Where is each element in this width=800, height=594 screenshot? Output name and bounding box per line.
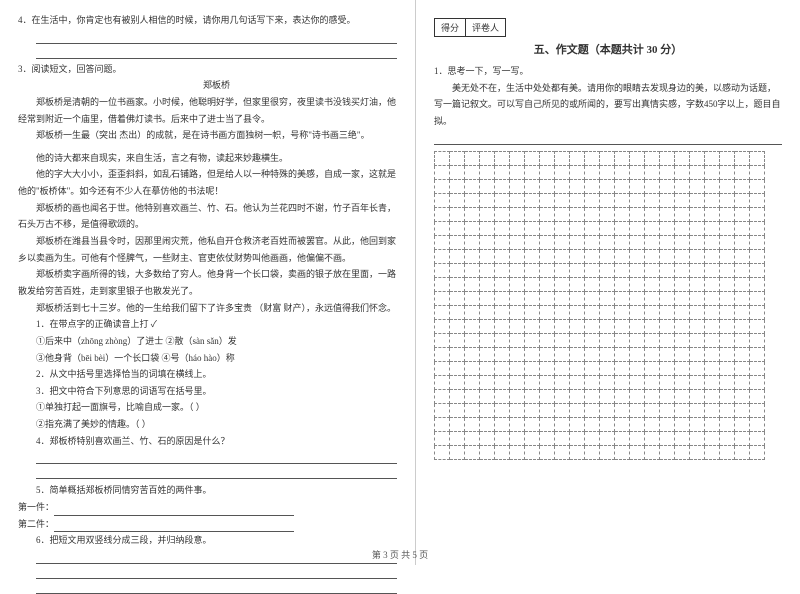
passage-title: 郑板桥 [18, 77, 397, 94]
blank [54, 523, 294, 532]
blank-line [36, 467, 397, 479]
blank [54, 507, 294, 516]
sub-q3a: ①单独打起一面旗号，比喻自成一家。（ ） [18, 399, 397, 416]
blank-line [36, 582, 397, 594]
grid-table [434, 151, 765, 460]
sub-q5a: 第一件： [18, 499, 397, 516]
question-3-head: 3．阅读短文，回答问题。 [18, 61, 397, 78]
passage-p5: 郑板桥的画也闻名于世。他特别喜欢画兰、竹、石。他认为兰花四时不谢，竹子百年长青，… [18, 200, 397, 233]
right-column: 得分 评卷人 五、作文题（本题共计 30 分） 1．思考一下，写一写。 美无处不… [416, 0, 800, 565]
question-4: 4．在生活中，你肯定也有被别人相信的时候，请你用几句话写下来，表达你的感受。 [18, 12, 397, 29]
score-cell-score: 得分 [434, 18, 466, 37]
page-footer: 第 3 页 共 5 页 [0, 548, 800, 561]
sub-q5: 5．简单概括郑板桥同情穷苦百姓的两件事。 [18, 482, 397, 499]
sub-q3b: ②指充满了美妙的情趣。（ ） [18, 416, 397, 433]
sub-q2: 2．从文中括号里选择恰当的词填在横线上。 [18, 366, 397, 383]
essay-q1: 1．思考一下，写一写。 [434, 63, 782, 80]
passage-p8: 郑板桥活到七十三岁。他的一生给我们留下了许多宝贵 （财富 财产），永远值得我们怀… [18, 300, 397, 317]
blank-line [36, 567, 397, 579]
sub-q5b: 第二件： [18, 516, 397, 533]
blank-line [434, 133, 782, 145]
essay-q1-body: 美无处不在，生活中处处都有美。请用你的眼睛去发现身边的美，以感动为话题，写一篇记… [434, 80, 782, 130]
label-first: 第一件： [18, 502, 54, 512]
section-5-title: 五、作文题（本题共计 30 分） [434, 41, 782, 57]
sub-q1a: ①后来中（zhōng zhòng）了进士 ②散（sàn sǎn）发 [18, 333, 397, 350]
passage-p3: 他的诗大都来自现实，来自生活，言之有物，读起来妙趣横生。 [18, 150, 397, 167]
left-column: 4．在生活中，你肯定也有被别人相信的时候，请你用几句话写下来，表达你的感受。 3… [0, 0, 416, 565]
passage-p2: 郑板桥一生最（突出 杰出）的成就，是在诗书画方面独树一帜，号称"诗书画三绝"。 [18, 127, 397, 144]
blank-line [36, 47, 397, 59]
sub-q4: 4．郑板桥特别喜欢画兰、竹、石的原因是什么？ [18, 433, 397, 450]
passage-p1: 郑板桥是清朝的一位书画家。小时候，他聪明好学，但家里很穷，夜里读书没钱买灯油，他… [18, 94, 397, 127]
sub-q3: 3．把文中符合下列意思的词语写在括号里。 [18, 383, 397, 400]
passage-p4: 他的字大大小小，歪歪斜斜，如乱石铺路，但是给人以一种特殊的美感，自成一家，这就是… [18, 166, 397, 199]
blank-line [36, 32, 397, 44]
score-cell-grader: 评卷人 [465, 18, 506, 37]
passage-p6: 郑板桥在潍县当县令时，因那里闹灾荒，他私自开仓救济老百姓而被罢官。从此，他回到家… [18, 233, 397, 266]
sub-q6: 6．把短文用双竖线分成三段，并归纳段意。 [18, 532, 397, 549]
label-second: 第二件： [18, 519, 54, 529]
writing-grid [434, 151, 782, 460]
sub-q1b: ③他身背（bēi bèi）一个长口袋 ④号（háo hào）称 [18, 350, 397, 367]
sub-q1: 1．在带点字的正确读音上打 ✓ [18, 316, 397, 333]
passage-p7: 郑板桥卖字画所得的钱，大多数给了穷人。他身背一个长口袋，卖画的银子放在里面，一路… [18, 266, 397, 299]
score-box: 得分 评卷人 [434, 18, 782, 37]
blank-line [36, 452, 397, 464]
